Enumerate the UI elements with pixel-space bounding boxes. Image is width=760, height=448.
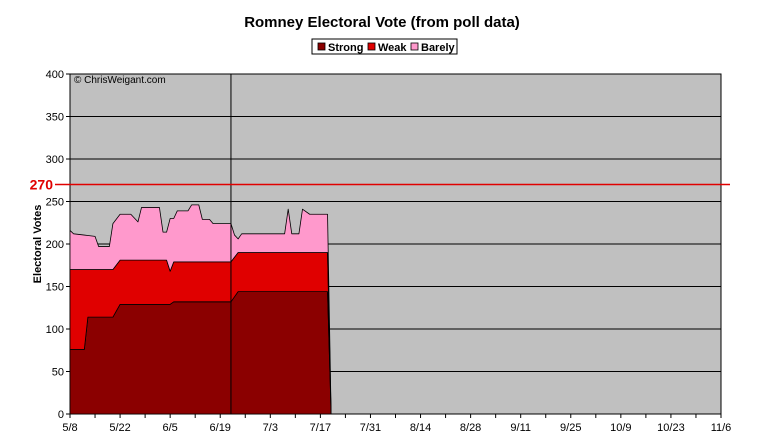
x-tick-label: 6/5: [163, 422, 178, 434]
y-axis: 0 50 100 150 200 250 300 350 400: [46, 69, 70, 421]
x-tick-label: 5/8: [62, 422, 77, 434]
legend: Strong Weak Barely: [311, 38, 458, 55]
legend-swatch-barely: [410, 42, 419, 51]
x-tick-label: 6/19: [210, 422, 231, 434]
y-tick-label: 50: [52, 367, 64, 379]
y-tick-label: 100: [46, 324, 64, 336]
stacked-areas: [69, 204, 332, 415]
legend-swatch-strong: [317, 42, 326, 51]
chart-title: Romney Electoral Vote (from poll data): [244, 14, 520, 31]
x-tick-label: 5/22: [109, 422, 130, 434]
legend-swatch-weak: [367, 42, 376, 51]
y-tick-label: 400: [46, 69, 64, 81]
x-tick-label: 8/14: [410, 422, 431, 434]
legend-box: [311, 38, 458, 55]
x-axis: 5/8 5/22 6/5 6/19 7/3 7/17 7/31 8/14 8/28 9/11 9/2…: [62, 414, 731, 434]
legend-label-weak: Weak: [378, 42, 407, 54]
y-axis-label: Electoral Votes: [32, 205, 44, 284]
legend-label-strong: Strong: [328, 42, 363, 54]
x-tick-label: 7/3: [263, 422, 278, 434]
x-tick-label: 11/6: [711, 422, 732, 434]
x-tick-label: 9/25: [560, 422, 581, 434]
x-tick-label: 10/9: [610, 422, 631, 434]
y-tick-label: 150: [46, 282, 64, 294]
copyright-notice: © ChrisWeigant.com: [74, 75, 166, 86]
x-tick-label: 7/31: [360, 422, 381, 434]
x-tick-label: 8/28: [460, 422, 481, 434]
y-tick-label: 0: [58, 409, 64, 421]
x-tick-label: 9/11: [510, 422, 531, 434]
x-tick-label: 10/23: [657, 422, 685, 434]
reference-line-label: 270: [30, 177, 54, 193]
reference-line-270: 270: [30, 177, 730, 193]
legend-label-barely: Barely: [421, 42, 456, 54]
y-tick-label: 350: [46, 112, 64, 124]
y-tick-label: 200: [46, 239, 64, 251]
x-tick-label: 7/17: [310, 422, 331, 434]
area-barely: [69, 204, 332, 415]
y-tick-label: 250: [46, 197, 64, 209]
y-tick-label: 300: [46, 154, 64, 166]
